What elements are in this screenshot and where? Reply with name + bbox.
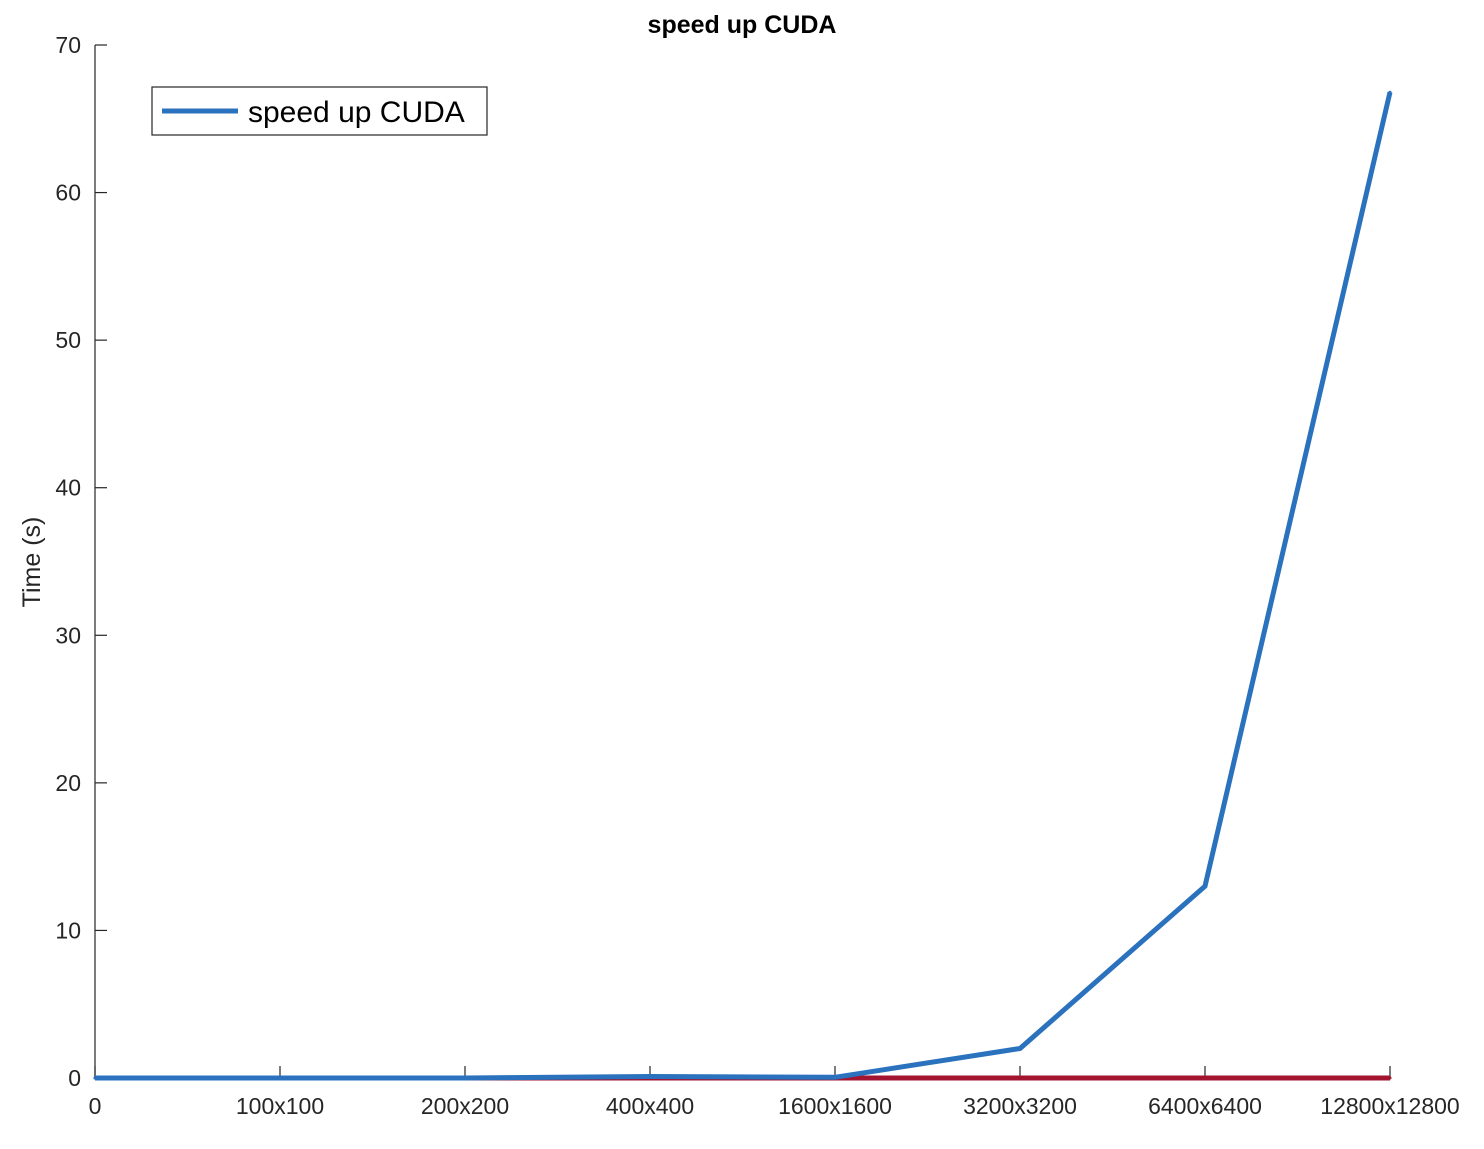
- series-0-point: [463, 1076, 467, 1080]
- x-tick-label: 100x100: [236, 1093, 324, 1119]
- chart-title: speed up CUDA: [648, 11, 837, 39]
- series-0-point: [648, 1075, 652, 1079]
- y-tick-label: 10: [55, 917, 81, 943]
- x-tick-label: 400x400: [606, 1093, 694, 1119]
- y-tick-label: 60: [55, 180, 81, 206]
- x-tick-label: 6400x6400: [1148, 1093, 1262, 1119]
- series-0-point: [278, 1076, 282, 1080]
- y-axis-label: Time (s): [18, 517, 46, 608]
- y-ticks: 0 10 20 30 40 50 60 70: [55, 32, 107, 1091]
- legend-box: [151, 86, 488, 136]
- y-tick-label: 30: [55, 622, 81, 648]
- series-layer: [93, 90, 1393, 1081]
- series-line-0: [95, 91, 1393, 1081]
- legend: speed up CUDA: [151, 86, 488, 136]
- series-1-point: [1388, 1076, 1392, 1080]
- series-1-point: [1018, 1076, 1022, 1080]
- y-tick-label: 50: [55, 327, 81, 353]
- x-tick-label: 3200x3200: [963, 1093, 1077, 1119]
- series-0-point: [1203, 884, 1207, 888]
- x-tick-label: 0: [89, 1093, 102, 1119]
- axes: [94, 45, 1390, 1079]
- y-tick-label: 70: [55, 32, 81, 58]
- x-ticks: 0 100x100 200x200 400x400 1600x1600 3200x3200…: [89, 1066, 1460, 1119]
- x-tick-label: 1600x1600: [778, 1093, 892, 1119]
- y-tick-label: 0: [68, 1065, 81, 1091]
- y-tick-label: 20: [55, 770, 81, 796]
- series-0-point: [1388, 90, 1392, 94]
- series-1-point: [1203, 1076, 1207, 1080]
- x-tick-label: 12800x12800: [1320, 1093, 1459, 1119]
- x-tick-label: 200x200: [421, 1093, 509, 1119]
- series-0-point: [833, 1075, 837, 1079]
- y-tick-label: 40: [55, 475, 81, 501]
- legend-entry-label: speed up CUDA: [248, 96, 465, 129]
- series-0-point: [93, 1076, 97, 1080]
- series-0-point: [1018, 1046, 1022, 1050]
